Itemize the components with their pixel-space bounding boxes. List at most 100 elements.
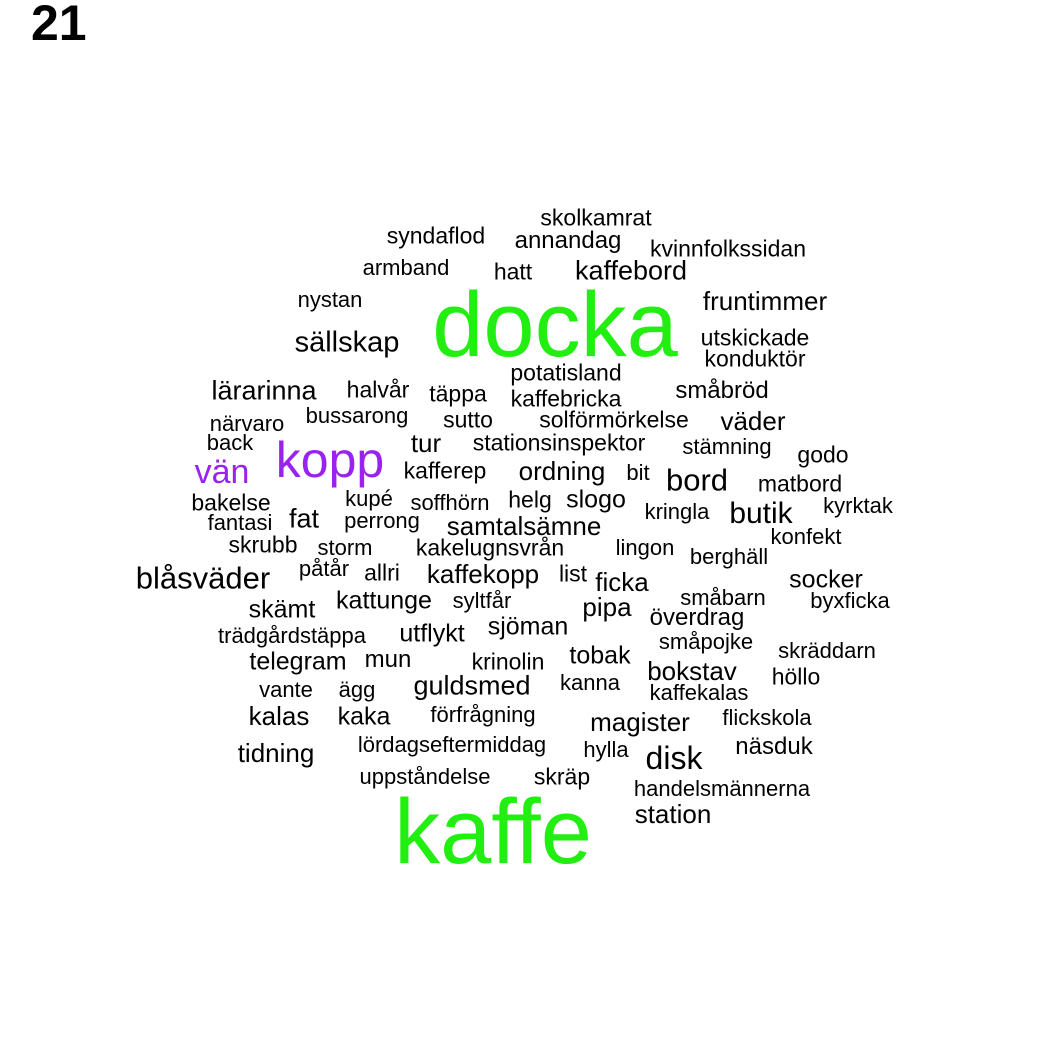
word: stämning [682,434,772,459]
word: kakelugnsvrån [415,534,565,561]
word: handelsmännerna [633,776,811,801]
word: back [206,430,254,455]
word: småbröd [675,377,769,404]
word: hylla [583,737,629,762]
word: guldsmed [413,670,531,701]
word: kringla [644,499,710,524]
word: skämt [248,595,316,624]
word: sällskap [294,326,400,359]
word: sjöman [487,612,569,641]
word: kupé [345,486,393,511]
word: tobak [569,641,631,670]
word: lärarinna [211,375,317,406]
word: perrong [344,508,420,533]
word: lördagseftermiddag [357,732,547,757]
word: stationsinspektor [472,429,646,456]
word: konfekt [770,524,842,549]
word: väder [720,406,786,436]
word: utskickade [700,324,810,351]
word: list [558,560,588,587]
word: potatisland [510,359,622,386]
word: konduktör [704,345,806,372]
word: butik [729,497,793,530]
word: halvår [346,376,410,403]
word: skrubb [228,531,298,558]
word: byxficka [810,588,890,613]
word: överdrag [649,604,745,631]
word: allri [364,559,400,586]
word: skräddarn [778,638,876,663]
word: docka [432,274,678,376]
word: fantasi [207,510,273,535]
word: bussarong [305,403,409,428]
word: vante [259,677,313,702]
word: disk [645,740,703,776]
word: utflykt [399,619,465,648]
word: blåsväder [135,560,271,596]
word: fruntimmer [702,286,828,316]
word: kopp [275,432,385,488]
word: vän [194,453,250,491]
word: berghäll [689,544,769,569]
word: tidning [237,738,315,768]
word: telegram [249,647,347,676]
word: kalas [248,701,310,731]
word: storm [317,535,373,560]
word: slogo [566,485,626,514]
word: uppståndelse [359,764,491,789]
word: syltfår [452,588,512,613]
word: annandag [514,227,622,254]
word: kaka [337,702,391,731]
word: ägg [338,677,376,702]
word: bokstav [647,656,737,686]
word: solförmörkelse [539,406,689,433]
word: socker [789,565,863,594]
word: skräp [533,763,591,790]
word: påtår [298,556,350,581]
word: kvinnfolkssidan [650,235,806,262]
word: flickskola [722,705,812,730]
word: bord [665,462,729,498]
word: småbarn [680,585,766,610]
word: sutto [443,406,493,433]
word: bakelse [191,489,271,516]
word: mun [364,646,412,673]
word: förfrågning [430,702,536,727]
word: syndaflod [386,222,486,249]
word: kattunge [336,586,432,615]
word: krinolin [471,648,545,675]
word: skolkamrat [540,204,652,231]
word: näsduk [735,733,813,760]
word: armband [362,255,450,280]
word: ordning [518,456,606,486]
word: tur [410,428,442,458]
word: magister [590,707,690,737]
word: soffhörn [410,490,490,515]
word: matbord [757,470,843,497]
word: närvaro [209,411,285,436]
word: kaffekalas [649,680,749,705]
word: helg [508,486,552,513]
word: kaffebord [574,255,688,286]
word: ficka [595,567,649,597]
word: täppa [429,380,487,407]
word: pipa [582,592,632,622]
word: station [634,799,712,829]
word: kafferep [403,457,487,484]
word: samtalsämne [446,511,602,541]
word: trädgårdstäppa [218,623,366,648]
word: kaffebricka [510,385,622,412]
word: kaffe [394,781,592,883]
word: bit [626,460,650,485]
word: hatt [493,258,533,285]
word: höllo [771,663,821,690]
word: kyrktak [823,493,893,518]
word: kaffekopp [426,559,540,589]
word: lingon [615,535,675,560]
word: kanna [560,670,620,695]
panel-number: 21 [31,0,87,51]
word: fat [288,503,320,534]
word: småpojke [658,629,754,654]
word: nystan [297,287,363,312]
